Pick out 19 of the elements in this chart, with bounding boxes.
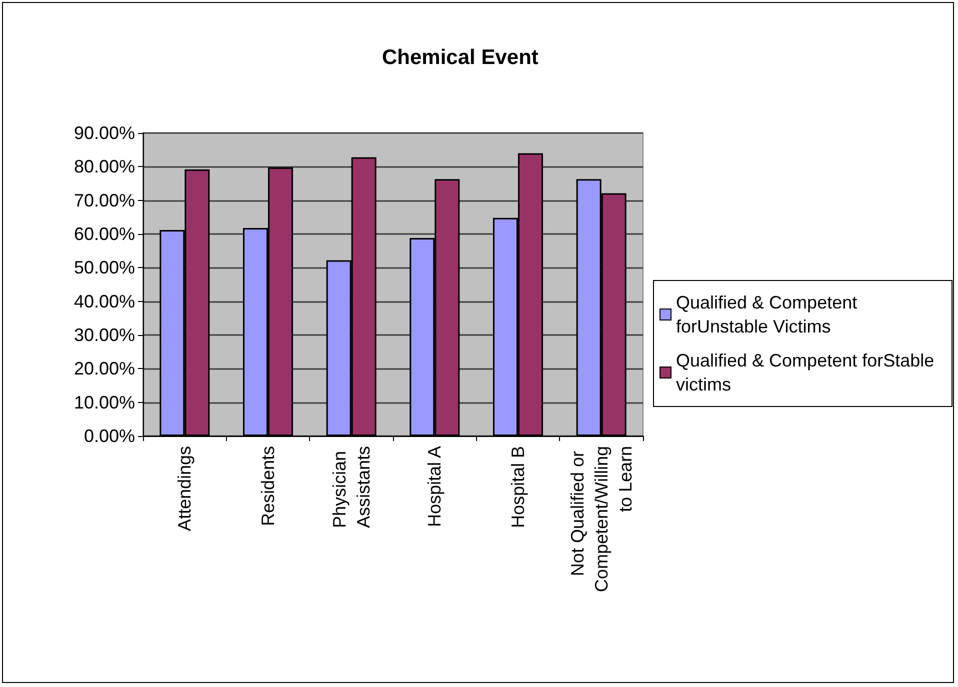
y-tick-label: 10.00%	[74, 392, 135, 412]
y-tick-label: 30.00%	[74, 325, 135, 345]
x-tick-label: Residents	[258, 446, 278, 526]
x-tick-label: Attendings	[174, 446, 195, 532]
y-tick-label: 70.00%	[74, 190, 135, 210]
y-tick-label: 50.00%	[74, 258, 135, 278]
y-tick-label: 20.00%	[74, 358, 135, 379]
x-tick-label: Hospital A	[424, 446, 445, 528]
legend-label: Qualified & Competent forStable victims	[676, 350, 940, 394]
y-tick-label: 80.00%	[74, 156, 135, 177]
y-tick-label: 0.00%	[84, 426, 135, 446]
x-tick-label: Not Qualified or Competent/Willing to Learn	[567, 446, 636, 592]
x-tick-label: Hospital B	[508, 446, 528, 528]
y-tick-label: 90.00%	[74, 123, 135, 143]
legend-label: Qualified & Competent forUnstable Victims	[676, 292, 862, 336]
y-tick-label: 40.00%	[74, 291, 135, 312]
y-tick-label: 60.00%	[74, 224, 135, 244]
chart-title: Chemical Event	[382, 46, 538, 69]
x-tick-label: Physician Assistants	[329, 446, 374, 528]
